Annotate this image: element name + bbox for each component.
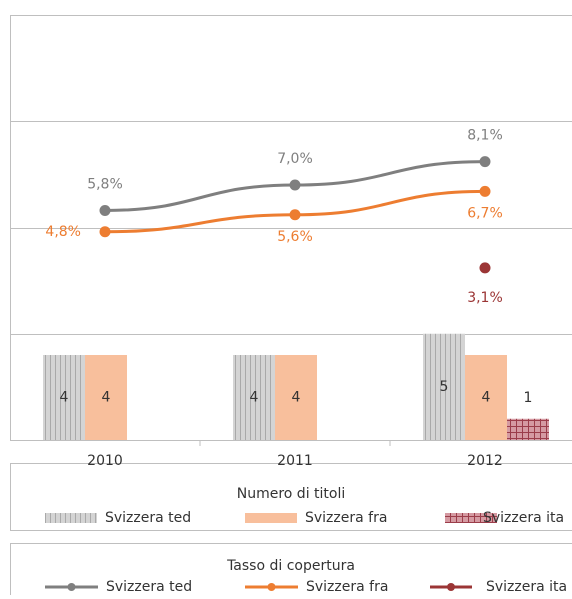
legend-marker [447, 583, 455, 591]
legend-label: Svizzera ita [486, 579, 567, 595]
point [480, 186, 491, 197]
legend-marker [68, 583, 76, 591]
x-tick-label: 2011 [277, 453, 313, 469]
x-tick-label: 2010 [87, 453, 123, 469]
point-label: 8,1% [467, 128, 503, 144]
point [100, 205, 111, 216]
bar-label: 5 [440, 379, 449, 395]
point-label: 3,1% [467, 290, 503, 306]
bar-label: 4 [482, 390, 491, 406]
point [480, 262, 491, 273]
legend-title: Numero di titoli [237, 486, 346, 502]
bar-label: 4 [250, 390, 259, 406]
bar-label: 4 [102, 390, 111, 406]
legend-swatch [45, 513, 97, 523]
bar [507, 419, 549, 440]
x-tick-label: 2012 [467, 453, 503, 469]
point-label: 6,7% [467, 205, 503, 221]
legend-label: Svizzera fra [305, 510, 387, 526]
bar-label: 4 [292, 390, 301, 406]
point-label: 7,0% [277, 151, 313, 167]
legend-marker [268, 583, 276, 591]
point [290, 209, 301, 220]
legend-label: Svizzera ita [483, 510, 564, 526]
legend-label: Svizzera ted [106, 579, 192, 595]
point [480, 156, 491, 167]
point-label: 5,6% [277, 229, 313, 245]
point [100, 226, 111, 237]
point-label: 5,8% [87, 177, 123, 193]
legend-title: Tasso di copertura [226, 558, 355, 574]
point-label: 4,8% [45, 224, 81, 240]
bar-label: 4 [60, 390, 69, 406]
legend-label: Svizzera ted [105, 510, 191, 526]
legend-label: Svizzera fra [306, 579, 388, 595]
point [290, 180, 301, 191]
legend-swatch [245, 513, 297, 523]
bar-label: 1 [524, 390, 533, 406]
